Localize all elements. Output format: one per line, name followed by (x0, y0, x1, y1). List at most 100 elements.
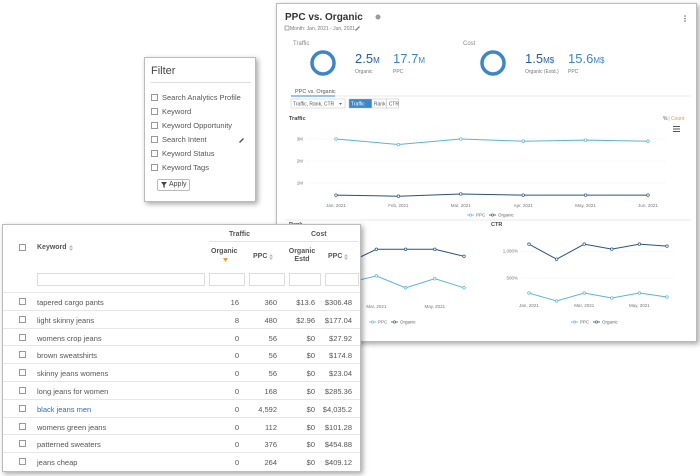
x-tick-label: Mar, 2021 (451, 203, 472, 208)
group-header: Traffic (229, 231, 251, 238)
sort-icon (269, 254, 273, 260)
selector-caret (339, 103, 342, 105)
row-checkbox[interactable] (19, 351, 26, 359)
checkbox[interactable] (151, 108, 158, 115)
value-cell: 360 (264, 298, 277, 307)
legend-marker (468, 213, 472, 217)
kpi-unit: M$ (543, 56, 555, 65)
row-checkbox[interactable] (19, 333, 26, 341)
kpi-label: Organic (Estd.) (525, 69, 559, 75)
toggle-label: Rank (374, 102, 386, 108)
tab[interactable]: PPC vs. Organic (295, 89, 336, 95)
row-checkbox[interactable] (19, 387, 26, 394)
data-point (646, 193, 650, 197)
column-header[interactable]: Keyword (37, 244, 67, 251)
table-row: light skinny jeans 8 480 $2.96 $177.04 (3, 309, 360, 329)
kpi-label: PPC (393, 69, 404, 75)
data-point (396, 142, 401, 147)
row-checkbox[interactable] (19, 440, 26, 448)
column-header[interactable]: Organic (211, 248, 238, 255)
chart-title: Traffic (289, 116, 306, 122)
keyword-cell: womens crop jeans (37, 333, 102, 343)
value-cell: 112 (265, 422, 277, 432)
table-row: long jeans for women 0 168 $0 $285.36 (3, 381, 360, 400)
option-label: Keyword (162, 107, 192, 116)
table-row: patterned sweaters 0 376 $0 $454.88 (3, 434, 360, 453)
value-cell: 16 (230, 298, 239, 307)
value-cell: 168 (264, 387, 277, 396)
checkbox[interactable] (151, 164, 158, 171)
row-checkbox[interactable] (19, 369, 26, 377)
edit-icon[interactable] (238, 136, 245, 143)
value-cell: 0 (234, 333, 239, 343)
row-checkbox[interactable] (19, 404, 26, 412)
checkbox[interactable] (151, 122, 158, 129)
toggle-label: CTR (389, 102, 400, 108)
sort-icon (344, 254, 348, 260)
table-row: brown sweatshirts 0 56 $0 $174.8 (3, 345, 360, 364)
column-header[interactable]: PPC (253, 253, 268, 260)
data-point (610, 247, 614, 251)
scale-option[interactable]: Count (671, 116, 685, 122)
legend-marker (572, 320, 576, 324)
legend-label: Organic (602, 320, 619, 325)
value-cell: $0 (306, 369, 315, 379)
checkbox[interactable] (151, 150, 158, 157)
keyword-cell: light skinny jeans (37, 315, 95, 325)
series-line (528, 243, 668, 260)
value-cell: 376 (264, 440, 277, 450)
checkbox[interactable] (151, 94, 158, 101)
data-point (459, 192, 463, 196)
value-cell: 264 (264, 458, 277, 468)
keyword-cell: long jeans for women (37, 387, 109, 396)
value-cell: 8 (234, 315, 239, 325)
toggle[interactable] (386, 98, 400, 109)
select-all-checkbox[interactable] (19, 244, 26, 251)
x-tick-label: May, 2021 (629, 303, 650, 308)
toggle-label: Traffic (351, 102, 365, 108)
table-row: womens crop jeans 0 56 $0 $27.92 (3, 327, 360, 347)
row-checkbox[interactable] (19, 458, 26, 466)
row-checkbox[interactable] (19, 315, 26, 323)
apply-button[interactable]: Apply (157, 179, 190, 191)
menu-icon[interactable] (684, 15, 686, 22)
chart-menu-icon[interactable] (673, 126, 680, 132)
data-point (462, 254, 466, 258)
value-cell: 56 (268, 369, 277, 379)
row-checkbox[interactable] (19, 298, 26, 305)
toggle-group: Traffic Rank CTR (348, 98, 400, 109)
data-point (433, 247, 437, 251)
dashboard-title: PPC vs. Organic (285, 12, 363, 23)
row-checkbox[interactable] (19, 422, 26, 430)
filter-input[interactable] (289, 273, 321, 286)
selector-text: Traffic, Rank, CTR (293, 102, 335, 108)
keyword-cell: jeans cheap (37, 458, 78, 468)
option-label: Search Analytics Profile (162, 93, 241, 102)
filter-input[interactable] (209, 273, 245, 286)
kpi-value: 15.6M$ (568, 51, 605, 66)
filter-input[interactable] (325, 273, 359, 286)
keyword-cell: womens green jeans (37, 422, 107, 432)
column-header[interactable]: PPC (328, 253, 343, 260)
value-cell: $306.48 (324, 298, 352, 307)
legend-label: Organic (498, 213, 515, 218)
data-point (334, 193, 338, 197)
data-point (554, 257, 559, 261)
checkbox[interactable] (151, 136, 158, 143)
data-point (403, 247, 408, 251)
value-cell: 0 (234, 422, 239, 432)
x-tick-label: Apr, 2021 (514, 203, 534, 208)
filter-input[interactable] (249, 273, 285, 286)
value-cell: 0 (234, 369, 239, 379)
edit-icon[interactable] (355, 26, 360, 31)
info-icon[interactable] (375, 14, 381, 20)
y-tick-label: 1M (297, 181, 304, 186)
x-tick-label: Mar, 2021 (366, 304, 387, 309)
selector[interactable] (290, 98, 346, 109)
filter-input[interactable] (37, 273, 205, 286)
column-header[interactable]: Organic Estd (288, 248, 316, 263)
kpi-number: 15.6 (568, 51, 593, 66)
scale-option[interactable]: % (663, 116, 668, 122)
value-cell: 0 (234, 440, 239, 450)
